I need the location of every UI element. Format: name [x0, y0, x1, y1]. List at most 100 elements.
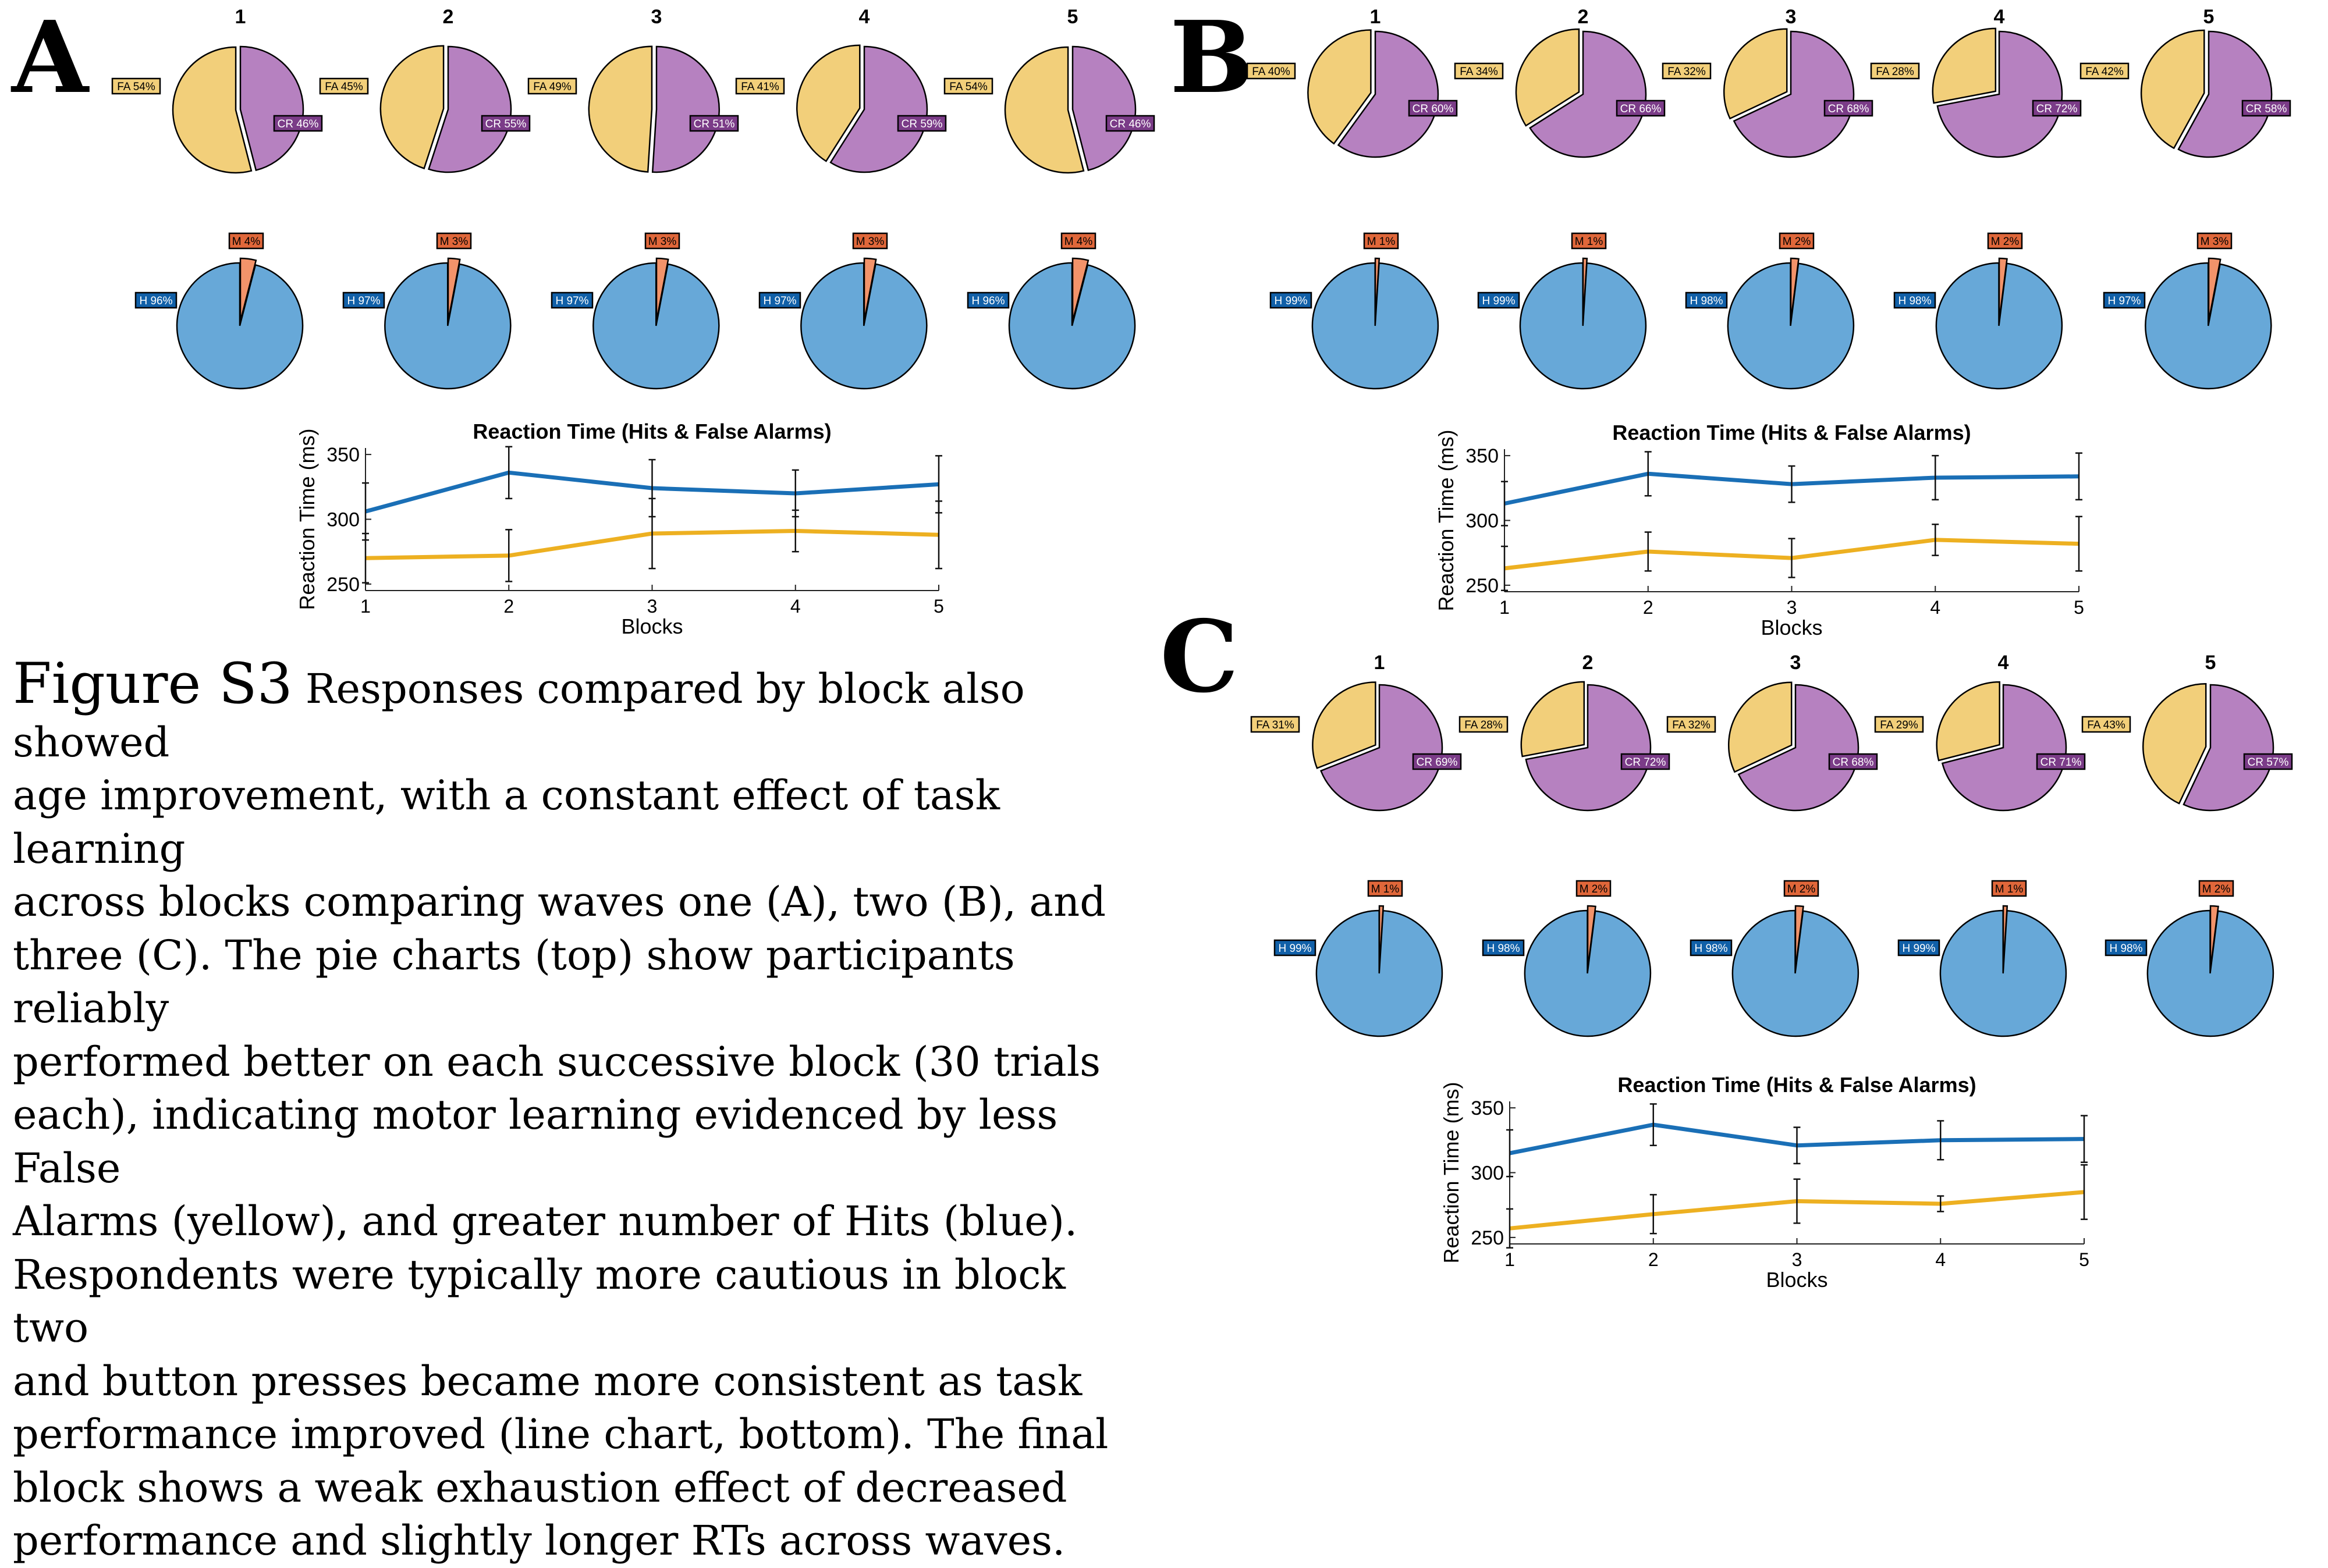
panel-a-cr-label: CR 51%	[694, 118, 735, 130]
panel-a-y-tick-label: 250	[327, 574, 360, 596]
panel-c-fa-cr-pie-5	[2143, 684, 2273, 810]
panel-b-hit-miss-pie-2	[1520, 258, 1646, 389]
caption-line: three (C). The pie charts (top) show par…	[13, 931, 1015, 1033]
panel-b-cr-label: CR 68%	[1828, 103, 1869, 115]
panel-c-fa-cr-slice-left	[1937, 682, 2000, 760]
panel-c-miss-label: M 2%	[2202, 883, 2231, 895]
panel-a-fa-cr-pie-1	[173, 47, 303, 173]
panel-a-x-tick-label: 4	[790, 596, 801, 617]
caption-line: across blocks comparing waves one (A), t…	[13, 878, 1106, 926]
panel-a-fa-cr-slice-left	[589, 47, 652, 172]
panel-c-hit-miss-pie-4	[1940, 906, 2066, 1036]
panel-c-miss-label: M 1%	[1995, 883, 2024, 895]
panel-c-cr-label: CR 71%	[2040, 756, 2082, 769]
panel-b-y-axis-label: Reaction Time (ms)	[1434, 429, 1458, 611]
panel-b-fa-cr-pie-1	[1308, 30, 1438, 157]
panel-b-hit-miss-pie-1	[1312, 258, 1438, 389]
panel-b-miss-label: M 1%	[1575, 236, 1603, 248]
panel-b-x-tick-label: 2	[1643, 597, 1653, 618]
panel-c-fa-label: FA 28%	[1464, 719, 1503, 731]
panel-b-hit-miss-pie-4	[1936, 258, 2062, 389]
panel-c-fa-label: FA 43%	[2087, 719, 2125, 731]
panel-a-block-number: 5	[1067, 6, 1078, 28]
panel-a-fa-cr-pie-3	[589, 47, 719, 172]
caption-line: Alarms (yellow), and greater number of H…	[13, 1197, 1077, 1245]
panel-b-miss-label: M 3%	[2201, 236, 2229, 248]
panel-c-fa-cr-pie-3	[1729, 682, 1858, 810]
panel-a-miss-label: M 4%	[1064, 236, 1093, 248]
panel-c-hit-miss-pie-1	[1316, 906, 1442, 1036]
panel-a-hit-miss-pie-4	[801, 258, 927, 389]
panel-a-block-number: 4	[859, 6, 870, 28]
panel-b-hit-miss-pie-3	[1728, 258, 1854, 389]
panel-a-hit-label: H 97%	[555, 295, 588, 307]
panel-c-x-tick-label: 5	[2079, 1249, 2089, 1270]
panel-b-fa-label: FA 34%	[1460, 66, 1498, 78]
figure-caption: Figure S3 Responses compared by block al…	[13, 657, 1154, 1568]
panel-b-line-chart: Reaction Time (Hits & False Alarms)25030…	[1434, 421, 2084, 639]
panel-a-miss-label: M 3%	[648, 236, 677, 248]
panel-b-fa-label: FA 42%	[2085, 66, 2124, 78]
panel-c-fa-label: FA 29%	[1880, 719, 1918, 731]
panel-b-hit-miss-slice-left	[1312, 263, 1438, 389]
panel-c-y-tick-label: 300	[1471, 1162, 1504, 1185]
panel-a-hit-miss-slice-left	[1009, 263, 1135, 389]
panel-a-fa-label: FA 45%	[325, 81, 363, 93]
panel-a-fa-cr-slice-right	[1073, 47, 1135, 170]
panel-c-hit-miss-pie-2	[1525, 906, 1651, 1036]
panel-b-cr-label: CR 60%	[1413, 103, 1454, 115]
panel-b-miss-label: M 2%	[1991, 236, 2020, 248]
caption-line: each), indicating motor learning evidenc…	[13, 1091, 1057, 1192]
panel-a-miss-label: M 4%	[232, 236, 261, 248]
panel-a-letter: A	[10, 0, 90, 116]
panel-a-y-axis-label: Reaction Time (ms)	[295, 428, 319, 610]
caption-line: performance and slightly longer RTs acro…	[13, 1517, 1065, 1565]
panel-a-x-tick-label: 5	[934, 596, 944, 617]
panel-b-block-number: 4	[1994, 6, 2005, 28]
panel-b-chart-title: Reaction Time (Hits & False Alarms)	[1612, 421, 1971, 445]
panel-c-miss-label: M 2%	[1787, 883, 1816, 895]
panel-b-hit-miss-slice-left	[1936, 263, 2062, 389]
panel-b-x-tick-label: 4	[1930, 597, 1940, 618]
panel-c-x-tick-label: 2	[1648, 1249, 1659, 1270]
panel-b-x-tick-label: 1	[1499, 597, 1510, 618]
panel-a-x-axis-label: Blocks	[621, 614, 683, 638]
panel-c-fa-cr-pie-4	[1937, 682, 2066, 810]
panel-a-fa-cr-pie-4	[797, 45, 927, 172]
panel-a-fa-label: FA 49%	[533, 81, 572, 93]
panel-a-cr-label: CR 59%	[902, 118, 943, 130]
panel-b-fa-cr-pie-2	[1516, 29, 1646, 157]
panel-c-hit-miss-slice-left	[1525, 911, 1651, 1036]
panel-a-hit-label: H 97%	[347, 295, 380, 307]
panel-c-miss-label: M 1%	[1371, 883, 1400, 895]
panel-b-block-number: 3	[1786, 6, 1797, 28]
panel-b-cr-label: CR 72%	[2036, 103, 2078, 115]
panel-a-hit-miss-pie-5	[1009, 258, 1135, 389]
panel-b-fa-cr-pie-4	[1933, 29, 2062, 157]
panel-c-letter: C	[1160, 599, 1238, 715]
panel-b-hit-label: H 97%	[2107, 295, 2141, 307]
panel-c-x-tick-label: 4	[1935, 1249, 1946, 1270]
panel-b-fa-label: FA 32%	[1667, 66, 1706, 78]
caption-line: Respondents were typically more cautious…	[13, 1251, 1066, 1352]
panel-b-miss-label: M 2%	[1783, 236, 1811, 248]
panel-c-hit-miss-slice-left	[1316, 911, 1442, 1036]
panel-c-line-chart: Reaction Time (Hits & False Alarms)25030…	[1439, 1073, 2089, 1292]
caption-line: and button presses became more consisten…	[13, 1357, 1082, 1405]
panel-b-hit-miss-slice-left	[2145, 263, 2271, 389]
panel-b-fa-cr-pie-5	[2141, 30, 2272, 157]
panel-a-miss-label: M 3%	[440, 236, 469, 248]
panel-c-x-tick-label: 1	[1504, 1249, 1515, 1270]
caption-line: performed better on each successive bloc…	[13, 1038, 1101, 1086]
panel-a-y-tick-label: 350	[327, 444, 360, 466]
panel-b-hit-label: H 98%	[1690, 295, 1723, 307]
panel-a-fa-cr-slice-left	[381, 46, 443, 169]
panel-c-block-number: 3	[1790, 652, 1801, 674]
panel-b-x-tick-label: 5	[2074, 597, 2084, 618]
panel-a-fa-cr-slice-right	[652, 47, 719, 172]
panel-a-fa-cr-slice-left	[173, 47, 251, 173]
panel-b-block-number: 1	[1370, 6, 1381, 28]
panel-b-y-tick-label: 350	[1465, 445, 1499, 467]
panel-b-block-number: 2	[1578, 6, 1589, 28]
panel-a-hit-miss-slice-left	[801, 263, 927, 389]
